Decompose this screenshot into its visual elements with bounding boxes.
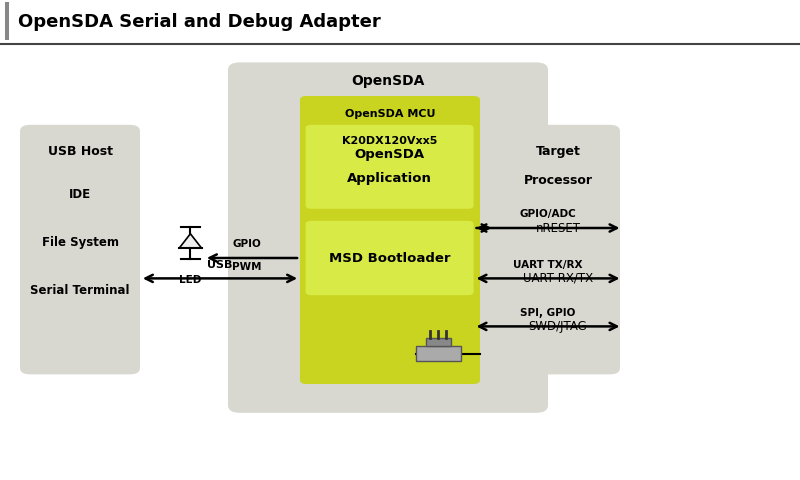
FancyBboxPatch shape	[306, 125, 474, 209]
FancyBboxPatch shape	[228, 62, 548, 413]
FancyBboxPatch shape	[300, 96, 480, 384]
Text: GPIO: GPIO	[232, 240, 261, 250]
Text: K20DX120Vxx5: K20DX120Vxx5	[342, 136, 438, 145]
FancyBboxPatch shape	[496, 125, 620, 374]
Text: File System: File System	[42, 236, 118, 249]
Text: USB Host: USB Host	[47, 144, 113, 158]
Text: OpenSDA: OpenSDA	[351, 73, 425, 88]
Polygon shape	[179, 234, 202, 248]
Text: USB: USB	[207, 260, 233, 270]
Bar	[426, 338, 451, 346]
Text: Application: Application	[347, 172, 432, 185]
Bar	[0, 0, 800, 44]
Text: LED: LED	[179, 275, 202, 285]
Text: PWM: PWM	[232, 262, 261, 272]
Text: SPI, GPIO: SPI, GPIO	[520, 308, 576, 318]
Text: MSD Bootloader: MSD Bootloader	[329, 252, 450, 264]
Text: Serial Terminal: Serial Terminal	[30, 284, 130, 297]
Text: IDE: IDE	[69, 188, 91, 201]
Bar	[5, 2, 9, 40]
FancyBboxPatch shape	[20, 125, 140, 374]
Text: OpenSDA Serial and Debug Adapter: OpenSDA Serial and Debug Adapter	[18, 13, 380, 31]
Text: Processor: Processor	[523, 173, 593, 187]
Text: UART TX/RX: UART TX/RX	[514, 260, 582, 270]
FancyBboxPatch shape	[306, 221, 474, 295]
Bar	[416, 346, 461, 361]
Text: UART RX/TX: UART RX/TX	[523, 272, 593, 285]
Text: OpenSDA: OpenSDA	[354, 148, 425, 161]
Text: nRESET: nRESET	[535, 221, 581, 235]
Text: OpenSDA MCU: OpenSDA MCU	[345, 109, 435, 119]
Text: Target: Target	[535, 144, 581, 158]
Text: SWD/JTAG: SWD/JTAG	[529, 320, 587, 333]
Text: GPIO/ADC: GPIO/ADC	[520, 209, 576, 219]
